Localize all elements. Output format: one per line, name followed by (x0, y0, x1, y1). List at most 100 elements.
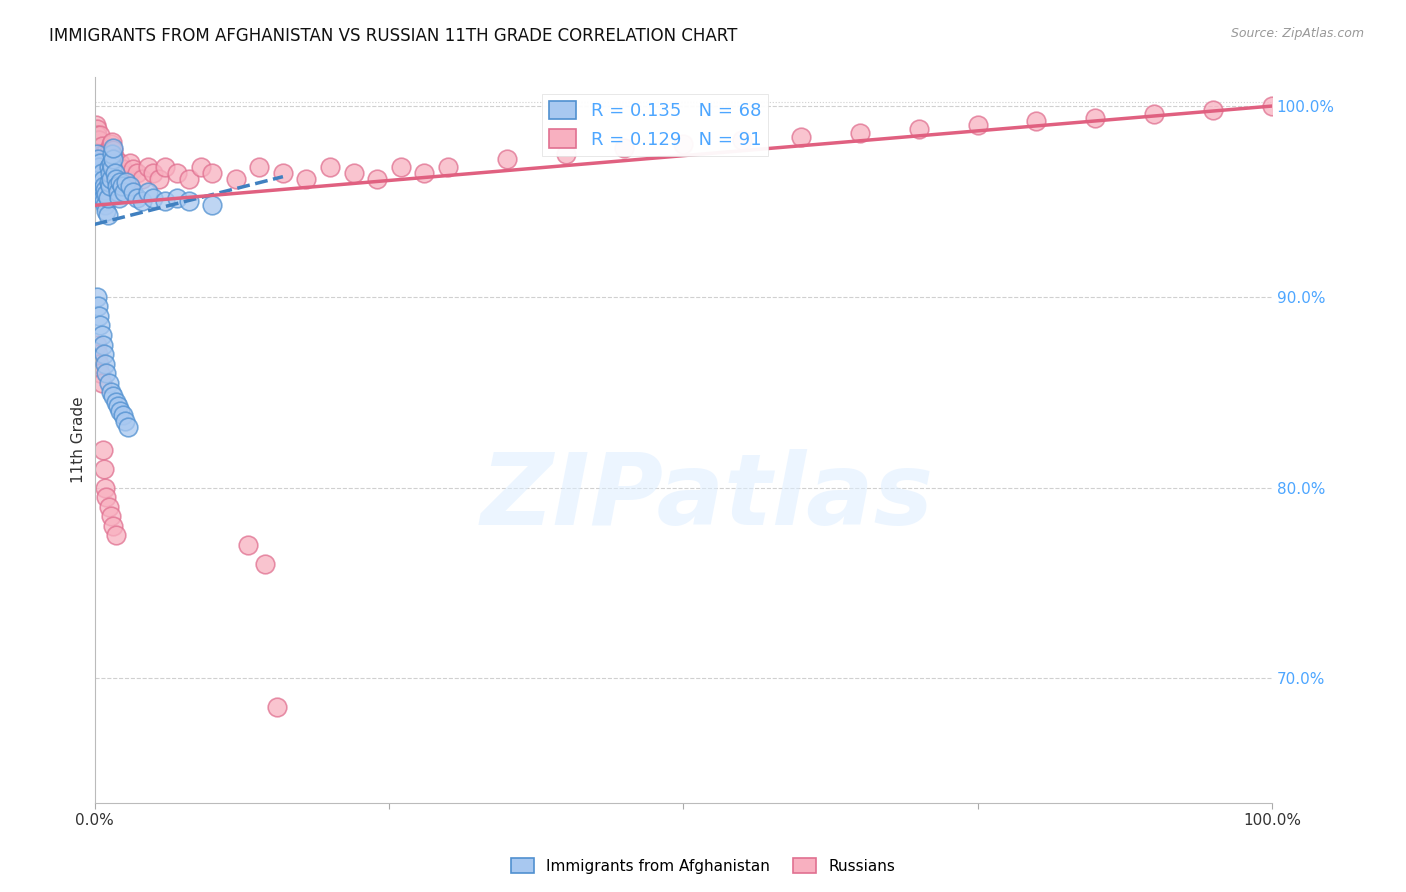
Point (104, 528, 127, 542)
Point (97, 500, 120, 514)
Point (125, 191, 148, 205)
Point (86, 128, 108, 142)
Point (87, 300, 110, 314)
Point (101, 136, 124, 150)
Point (247, 160, 270, 174)
Point (122, 161, 145, 176)
Point (94, 183, 117, 197)
Point (89, 141, 111, 155)
Point (89, 318, 111, 333)
Point (100, 149, 122, 163)
Point (96, 490, 118, 504)
Point (86, 122, 108, 136)
Point (103, 389, 125, 403)
Point (93, 166, 115, 180)
Point (86, 337, 108, 351)
Point (131, 171, 153, 186)
Point (107, 399, 129, 413)
Point (96, 164, 118, 178)
Point (87, 166, 110, 180)
Point (100, 137, 122, 152)
Point (966, 118, 988, 132)
Point (114, 414, 136, 428)
Point (96, 145, 118, 159)
Point (1202, 103, 1225, 117)
Point (91, 173, 114, 187)
Point (90, 139, 112, 153)
Point (413, 166, 436, 180)
Point (136, 185, 159, 199)
Point (142, 166, 165, 180)
Point (98, 153, 121, 167)
Point (672, 137, 695, 152)
Point (266, 700, 288, 714)
Point (93, 194, 115, 209)
Point (105, 161, 128, 176)
Point (118, 179, 141, 194)
Point (105, 179, 128, 194)
Point (89, 357, 111, 371)
Point (93, 347, 115, 361)
Point (89, 156, 111, 170)
Point (93, 153, 115, 167)
Point (110, 156, 132, 170)
Point (613, 141, 636, 155)
Point (98, 179, 121, 194)
Point (111, 408, 134, 422)
Point (90, 328, 112, 343)
Legend: R = 0.135   N = 68, R = 0.129   N = 91: R = 0.135 N = 68, R = 0.129 N = 91 (541, 94, 769, 156)
Point (84, 118, 107, 132)
Point (1261, 99, 1284, 113)
Legend: Immigrants from Afghanistan, Russians: Immigrants from Afghanistan, Russians (505, 852, 901, 880)
Point (112, 185, 135, 199)
Point (148, 171, 170, 186)
Point (1084, 111, 1107, 125)
Point (122, 185, 145, 199)
Point (110, 404, 132, 418)
Point (118, 156, 141, 170)
Point (177, 171, 200, 186)
Point (91, 160, 114, 174)
Point (96, 156, 118, 170)
Point (87, 347, 110, 361)
Point (94, 481, 117, 495)
Point (790, 129, 813, 144)
Point (117, 173, 139, 187)
Point (97, 158, 120, 172)
Point (103, 151, 125, 165)
Point (89, 309, 111, 323)
Point (111, 179, 134, 194)
Point (84, 175, 107, 189)
Point (125, 166, 148, 180)
Point (389, 160, 412, 174)
Point (94, 171, 117, 186)
Point (97, 160, 120, 174)
Point (103, 519, 125, 533)
Point (907, 122, 929, 136)
Point (87, 141, 110, 155)
Point (93, 461, 115, 475)
Point (96, 186, 118, 201)
Point (100, 156, 122, 170)
Point (495, 153, 517, 167)
Point (115, 175, 138, 189)
Point (254, 557, 277, 571)
Point (101, 146, 124, 161)
Point (103, 143, 125, 157)
Point (101, 160, 124, 174)
Point (236, 538, 259, 552)
Point (100, 509, 122, 524)
Point (90, 166, 112, 180)
Point (142, 191, 165, 205)
Point (100, 171, 122, 186)
Point (104, 394, 127, 409)
Point (107, 185, 129, 199)
Point (436, 160, 458, 174)
Point (111, 161, 134, 176)
Point (97, 146, 120, 161)
Point (155, 194, 177, 209)
Point (166, 166, 188, 180)
Point (108, 191, 131, 205)
Point (114, 168, 136, 182)
Point (136, 160, 159, 174)
